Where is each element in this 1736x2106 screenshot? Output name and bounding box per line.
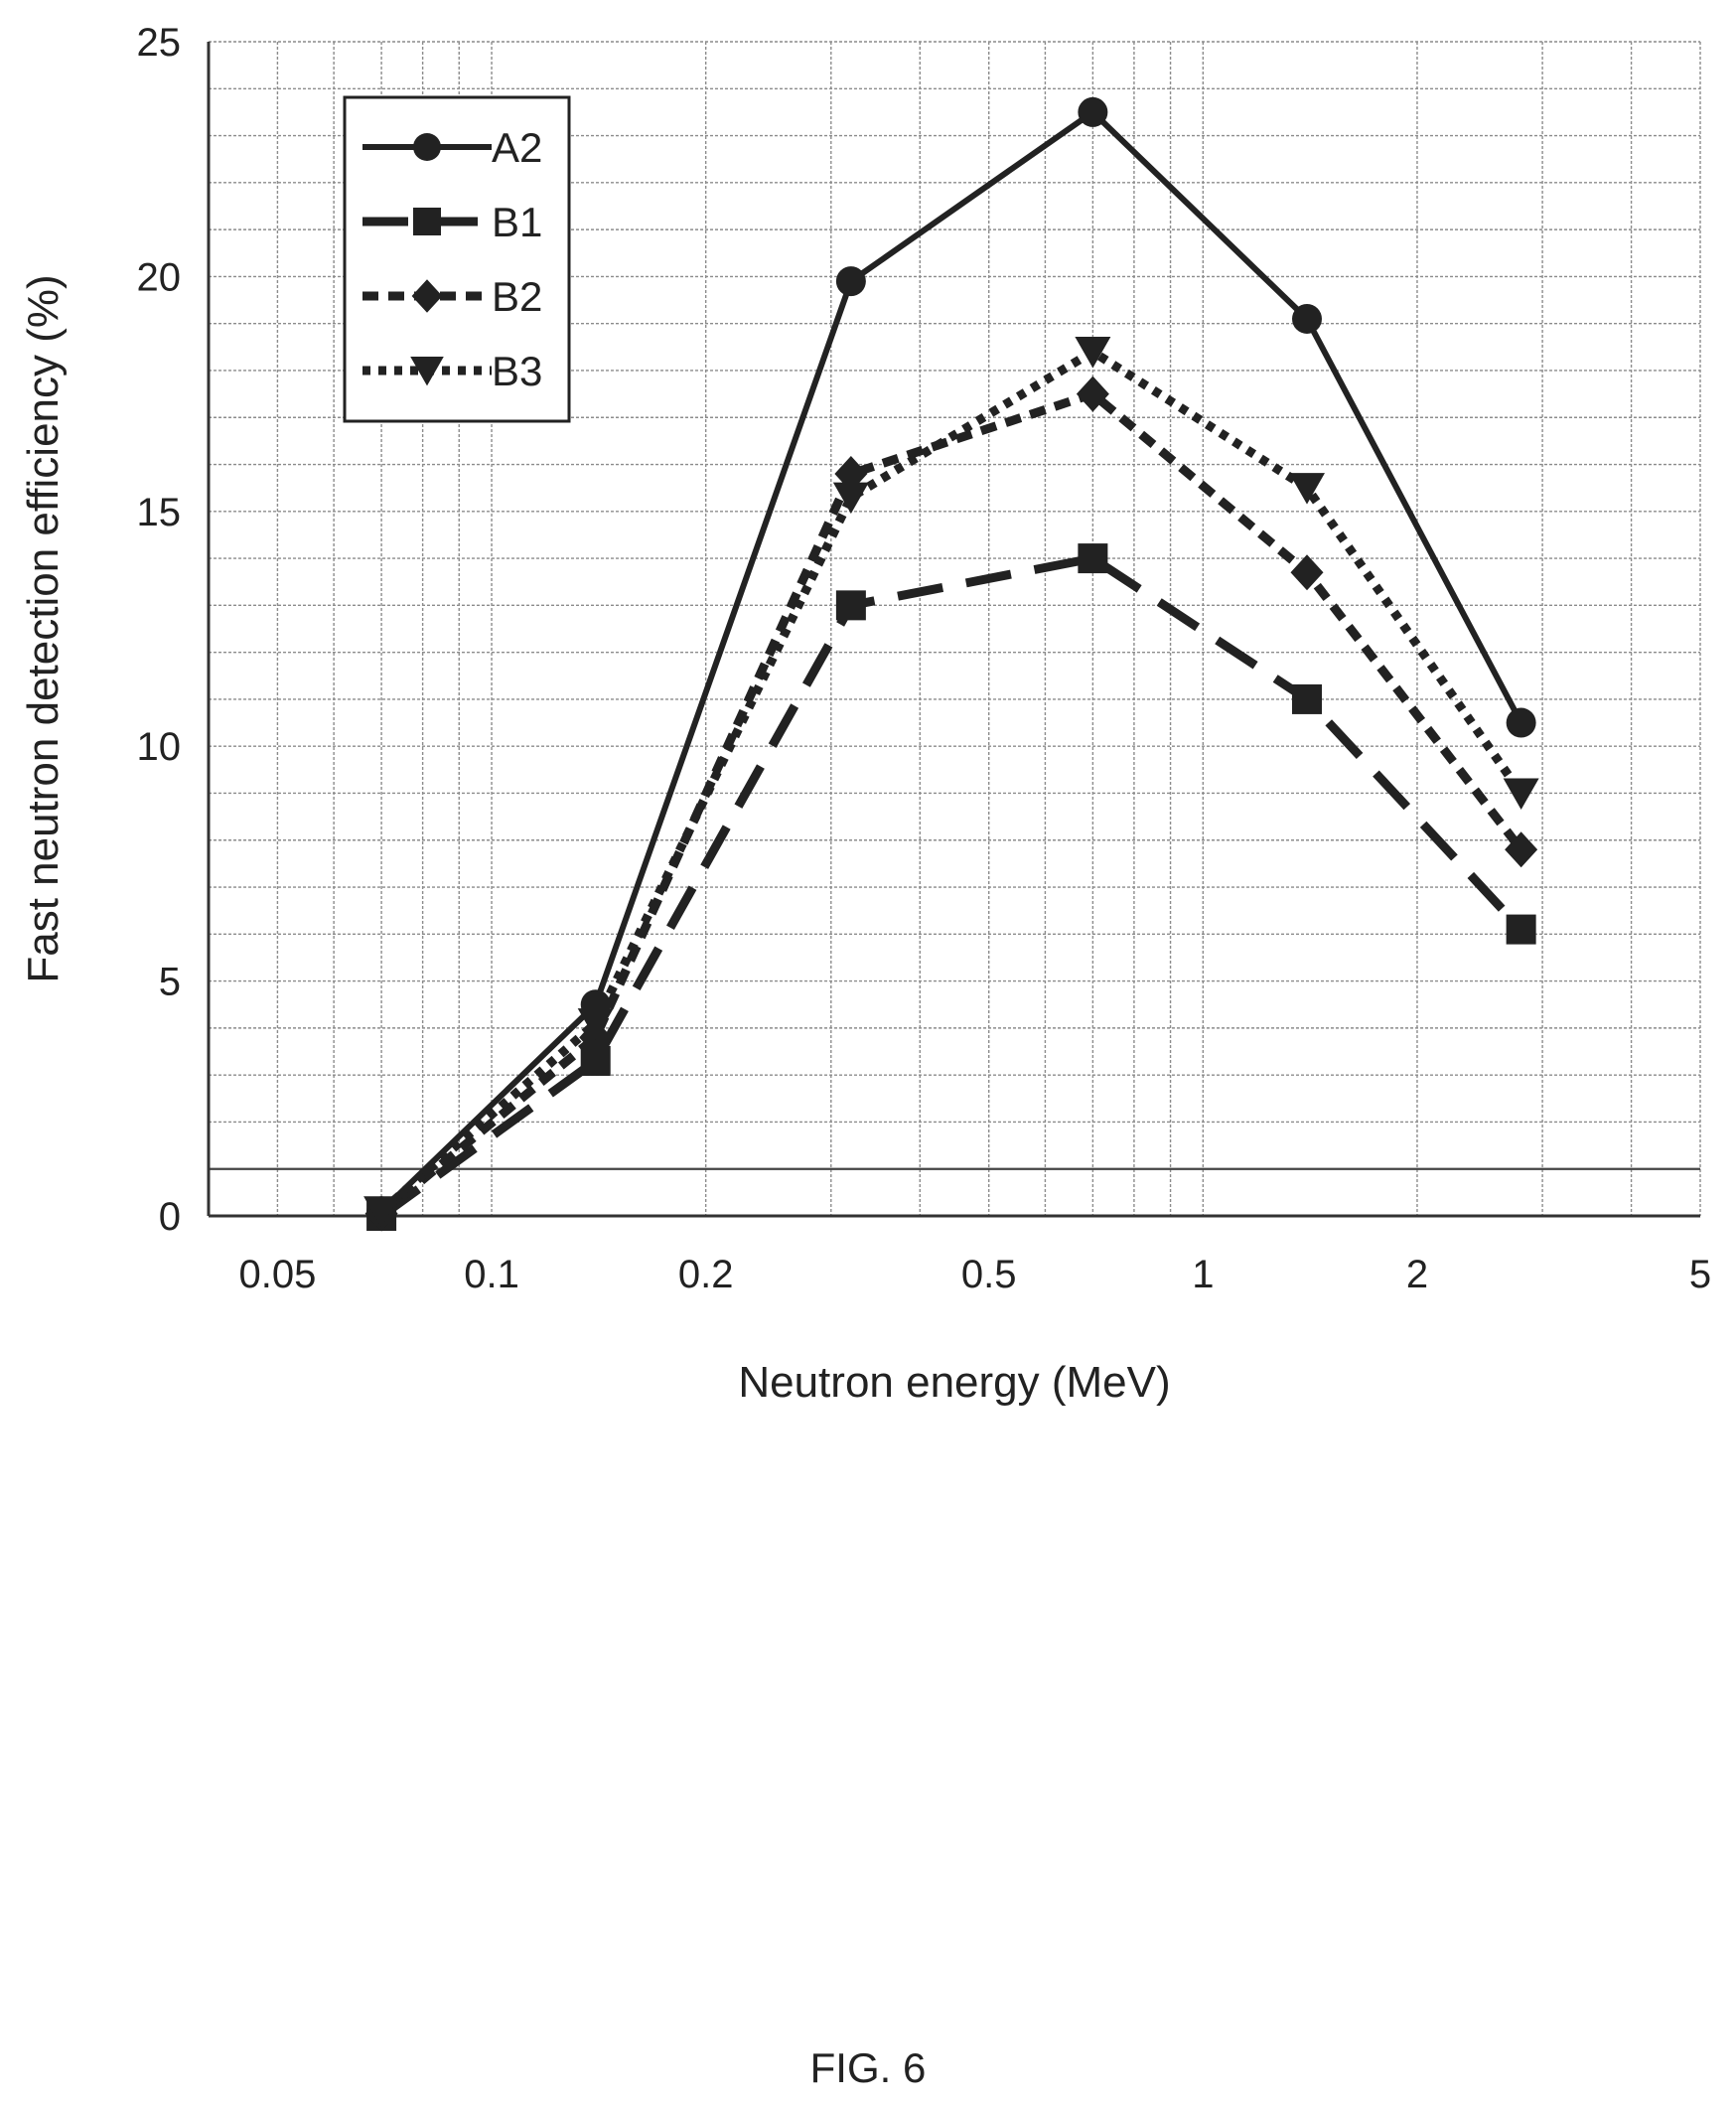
series-line-b1 — [378, 553, 1524, 1220]
figure-caption: FIG. 6 — [809, 2044, 927, 2091]
series-markers-b3 — [363, 337, 1539, 1228]
data-point-b3 — [363, 1196, 400, 1228]
legend-marker-b2 — [411, 279, 443, 313]
data-point-a2 — [1506, 707, 1536, 738]
x-tick-label: 5 — [1689, 1253, 1711, 1296]
series-line-b3 — [378, 347, 1525, 1215]
data-point-b2 — [1290, 554, 1324, 591]
data-point-b1 — [835, 590, 866, 621]
data-point-b3 — [1075, 337, 1111, 369]
data-point-a2 — [1292, 303, 1323, 334]
y-tick-label: 5 — [159, 961, 181, 1004]
legend: A2 B1 B2 B3 — [343, 95, 571, 423]
data-point-a2 — [835, 266, 866, 297]
series-line-b2 — [378, 389, 1525, 1218]
y-tick-label: 0 — [159, 1195, 181, 1239]
legend-marker-b1 — [413, 208, 441, 235]
data-point-b3 — [1503, 778, 1539, 810]
data-point-b3 — [832, 482, 869, 515]
grid — [208, 41, 1701, 1217]
x-tick-labels: 0.05 0.1 0.2 0.5 1 2 5 — [238, 1253, 1711, 1296]
data-point-b2 — [1076, 376, 1109, 412]
y-tick-label: 15 — [137, 491, 182, 534]
x-axis-title: Neutron energy (MeV) — [738, 1358, 1170, 1407]
data-point-a2 — [1078, 96, 1108, 127]
y-tick-labels: 0 5 10 15 20 25 — [137, 21, 182, 1239]
legend-marker-b3 — [410, 357, 444, 386]
legend-label-b1: B1 — [492, 199, 542, 245]
data-point-b1 — [1506, 914, 1536, 945]
legend-label-b3: B3 — [492, 348, 542, 394]
y-tick-label: 20 — [137, 255, 182, 299]
x-tick-label: 1 — [1192, 1253, 1214, 1296]
legend-label-b2: B2 — [492, 273, 542, 320]
legend-marker-a2 — [413, 133, 441, 161]
x-tick-label: 0.1 — [464, 1253, 519, 1296]
y-tick-label: 25 — [137, 21, 182, 65]
data-point-b3 — [1289, 473, 1326, 505]
data-point-b3 — [577, 1008, 614, 1040]
data-point-b2 — [1505, 831, 1538, 868]
x-tick-label: 0.5 — [961, 1253, 1017, 1296]
series-line-a2 — [379, 108, 1524, 1214]
x-tick-label: 2 — [1406, 1253, 1428, 1296]
x-tick-label: 0.05 — [238, 1253, 316, 1296]
legend-label-a2: A2 — [492, 124, 542, 171]
data-point-b1 — [1292, 683, 1323, 714]
y-axis-title: Fast neutron detection efficiency (%) — [19, 274, 68, 982]
x-tick-label: 0.2 — [678, 1253, 734, 1296]
y-tick-label: 10 — [137, 725, 182, 769]
data-point-b1 — [1078, 543, 1108, 574]
